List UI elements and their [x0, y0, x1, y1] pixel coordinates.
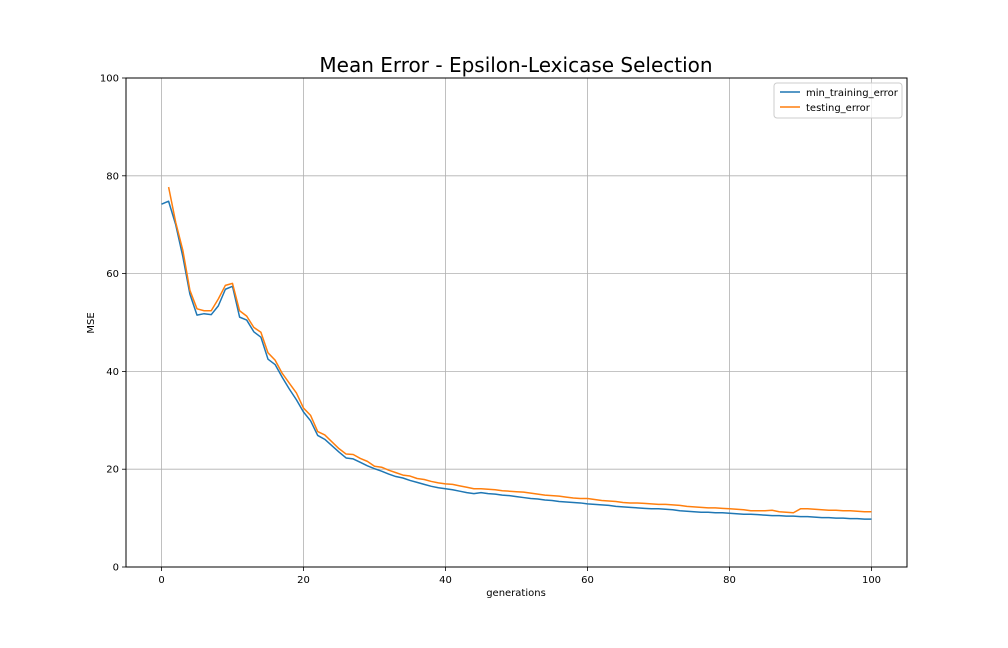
x-tick-label: 100: [862, 575, 881, 586]
legend-frame: [773, 82, 903, 119]
x-tick-label: 20: [297, 575, 310, 586]
x-tick-label: 40: [439, 575, 452, 586]
x-axis-label: generations: [486, 588, 546, 599]
chart-title: Mean Error - Epsilon-Lexicase Selection: [319, 53, 712, 77]
x-tick-label: 60: [581, 575, 594, 586]
x-tick-label: 80: [723, 575, 736, 586]
y-axis-label: MSE: [86, 312, 97, 333]
series-line-min-training-error: [161, 200, 872, 520]
y-tick-label: 40: [106, 367, 119, 378]
series-line-testing-error: [167, 186, 872, 514]
axis-ticks: 0 20 40 60 80 100 0 20 40 60 80 100: [100, 74, 881, 587]
grid: [126, 77, 907, 568]
y-tick-label: 20: [106, 465, 119, 476]
legend: min_training_error testing_error: [773, 82, 903, 119]
plot-frame: [125, 77, 908, 568]
x-tick-label: 0: [158, 575, 164, 586]
y-tick-label: 100: [100, 74, 119, 85]
y-tick-label: 0: [113, 563, 119, 574]
series-lines: [161, 186, 872, 520]
y-tick-label: 60: [106, 269, 119, 280]
legend-label-min-training-error: min_training_error: [806, 88, 899, 99]
legend-label-testing-error: testing_error: [806, 103, 871, 114]
y-tick-label: 80: [106, 171, 119, 182]
